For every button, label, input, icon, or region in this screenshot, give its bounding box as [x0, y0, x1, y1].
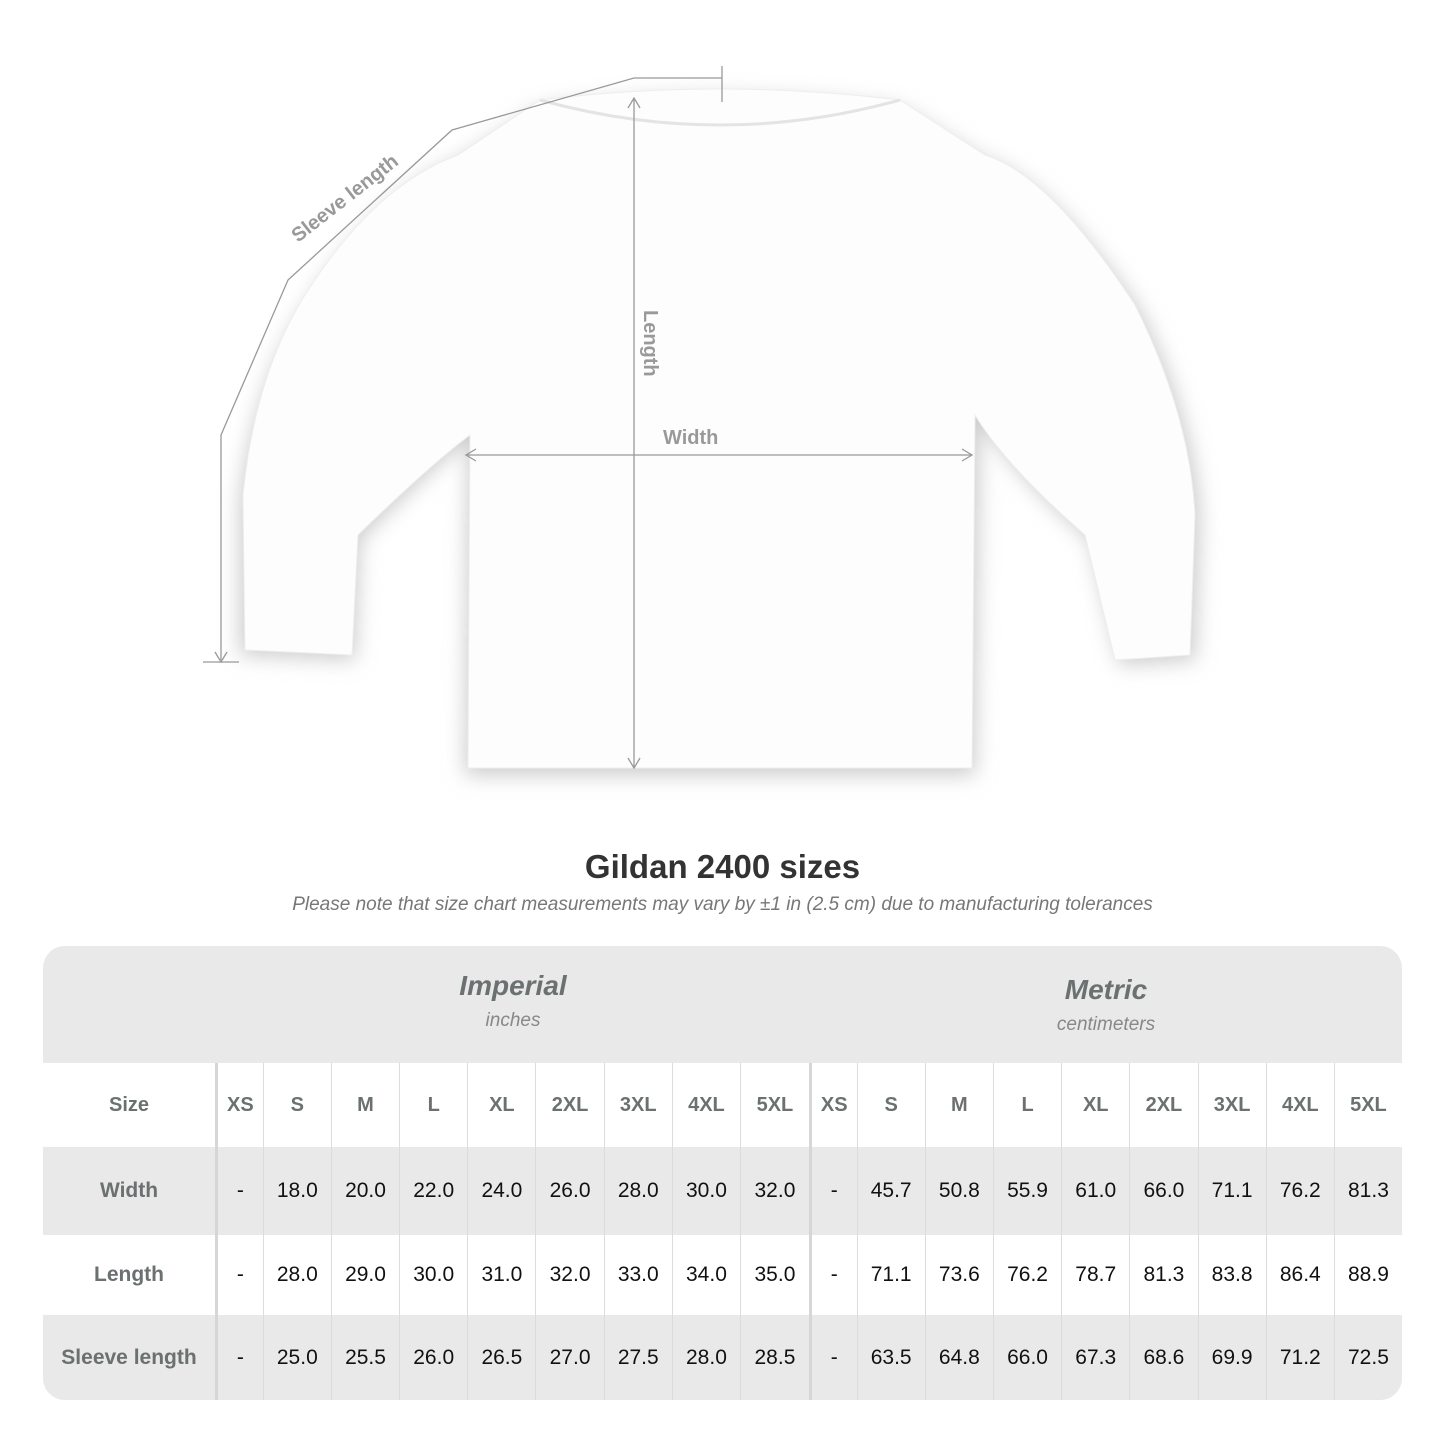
table-row: Length -28.0 29.0 30.0 31.0 32.0 33.0 34.0 35.0-…	[43, 1235, 1402, 1315]
metric-value: -	[808, 1315, 858, 1400]
imperial-value: 28.0	[262, 1235, 332, 1315]
imperial-value: 29.0	[330, 1235, 400, 1315]
metric-title: Metric	[1064, 974, 1148, 1005]
metric-value: -	[808, 1235, 858, 1315]
metric-value: 69.9	[1197, 1315, 1267, 1400]
metric-value: 50.8	[924, 1147, 994, 1235]
metric-value: 73.6	[924, 1235, 994, 1315]
size-header-row: Size XS S M L XL 2XL 3XL 4XL 5XL XS S M L XL 2XL 3XL 4XL 5…	[43, 1063, 1402, 1147]
imperial-value: -	[216, 1315, 264, 1400]
imperial-size-S: S	[262, 1063, 332, 1147]
imperial-size-XL: XL	[467, 1063, 536, 1147]
imperial-size-5XL: 5XL	[740, 1063, 811, 1147]
size-table: Size XS S M L XL 2XL 3XL 4XL 5XL XS S M L XL 2XL 3XL 4XL 5…	[43, 1063, 1402, 1400]
imperial-value: 26.0	[535, 1147, 605, 1235]
imperial-value: 26.5	[467, 1315, 536, 1400]
metric-value: 45.7	[856, 1147, 926, 1235]
imperial-value: 18.0	[262, 1147, 332, 1235]
imperial-value: 20.0	[330, 1147, 400, 1235]
metric-value: 78.7	[1061, 1235, 1130, 1315]
metric-value: 55.9	[992, 1147, 1062, 1235]
imperial-size-2XL: 2XL	[535, 1063, 605, 1147]
metric-size-M: M	[924, 1063, 994, 1147]
metric-size-S: S	[856, 1063, 926, 1147]
imperial-unit: inches	[485, 1010, 541, 1031]
imperial-value: 26.0	[399, 1315, 468, 1400]
imperial-value: 28.5	[740, 1315, 811, 1400]
imperial-value: 27.5	[603, 1315, 673, 1400]
metric-size-XS: XS	[808, 1063, 858, 1147]
metric-value: 88.9	[1333, 1235, 1402, 1315]
length-label: Length	[639, 310, 661, 377]
imperial-value: 32.0	[740, 1147, 811, 1235]
page-title: Gildan 2400 sizes	[584, 848, 861, 885]
metric-value: 67.3	[1061, 1315, 1130, 1400]
metric-size-2XL: 2XL	[1129, 1063, 1199, 1147]
tolerance-note: Please note that size chart measurements…	[292, 894, 1153, 915]
metric-value: -	[808, 1147, 858, 1235]
metric-size-4XL: 4XL	[1265, 1063, 1335, 1147]
imperial-value: 27.0	[535, 1315, 605, 1400]
imperial-value: 32.0	[535, 1235, 605, 1315]
metric-value: 72.5	[1333, 1315, 1402, 1400]
metric-value: 64.8	[924, 1315, 994, 1400]
metric-value: 71.1	[856, 1235, 926, 1315]
metric-value: 68.6	[1129, 1315, 1199, 1400]
imperial-size-M: M	[330, 1063, 400, 1147]
metric-value: 83.8	[1197, 1235, 1267, 1315]
row-label: Width	[43, 1147, 218, 1235]
imperial-value: 35.0	[740, 1235, 811, 1315]
row-label: Sleeve length	[43, 1315, 218, 1400]
metric-value: 71.1	[1197, 1147, 1267, 1235]
size-header-label: Size	[43, 1063, 218, 1147]
imperial-value: -	[216, 1235, 264, 1315]
imperial-value: 28.0	[671, 1315, 741, 1400]
imperial-value: 30.0	[671, 1147, 741, 1235]
imperial-value: -	[216, 1147, 264, 1235]
metric-value: 76.2	[1265, 1147, 1335, 1235]
metric-size-5XL: 5XL	[1333, 1063, 1402, 1147]
width-label: Width	[663, 427, 718, 449]
table-row: Width -18.0 20.0 22.0 24.0 26.0 28.0 30.0 32.0-4…	[43, 1147, 1402, 1235]
metric-value: 66.0	[1129, 1147, 1199, 1235]
size-table-panel: Imperial inches Metric centimeters Size X…	[43, 946, 1402, 1400]
row-label: Length	[43, 1235, 218, 1315]
imperial-value: 30.0	[399, 1235, 468, 1315]
imperial-value: 28.0	[603, 1147, 673, 1235]
imperial-value: 25.5	[330, 1315, 400, 1400]
metric-value: 86.4	[1265, 1235, 1335, 1315]
metric-size-XL: XL	[1061, 1063, 1130, 1147]
imperial-value: 31.0	[467, 1235, 536, 1315]
metric-value: 61.0	[1061, 1147, 1130, 1235]
imperial-size-4XL: 4XL	[671, 1063, 741, 1147]
imperial-size-L: L	[399, 1063, 468, 1147]
sleeve-length-line	[220, 77, 722, 660]
imperial-value: 25.0	[262, 1315, 332, 1400]
shirt-diagram: Sleeve length Length Width	[203, 66, 1200, 775]
collar	[539, 98, 901, 127]
imperial-header: Imperial inches	[216, 946, 810, 1063]
metric-value: 81.3	[1333, 1147, 1402, 1235]
metric-value: 81.3	[1129, 1235, 1199, 1315]
metric-value: 63.5	[856, 1315, 926, 1400]
imperial-value: 34.0	[671, 1235, 741, 1315]
metric-size-3XL: 3XL	[1197, 1063, 1267, 1147]
imperial-size-3XL: 3XL	[603, 1063, 673, 1147]
imperial-value: 33.0	[603, 1235, 673, 1315]
imperial-value: 22.0	[399, 1147, 468, 1235]
metric-value: 66.0	[992, 1315, 1062, 1400]
imperial-size-XS: XS	[216, 1063, 264, 1147]
metric-unit: centimeters	[1056, 1014, 1156, 1035]
table-row: Sleeve length -25.0 25.5 26.0 26.5 27.0 27.5 28…	[43, 1315, 1402, 1400]
metric-header: Metric centimeters	[810, 946, 1402, 1063]
metric-value: 71.2	[1265, 1315, 1335, 1400]
imperial-title: Imperial	[459, 970, 567, 1001]
metric-value: 76.2	[992, 1235, 1062, 1315]
imperial-value: 24.0	[467, 1147, 536, 1235]
metric-size-L: L	[992, 1063, 1062, 1147]
